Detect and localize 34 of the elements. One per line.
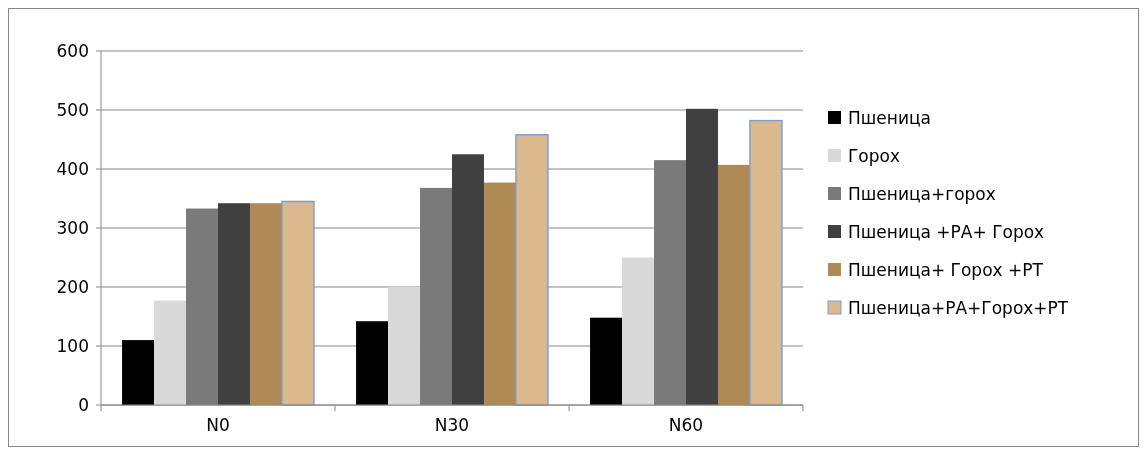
bar bbox=[590, 317, 623, 405]
y-tick-label: 0 bbox=[78, 394, 89, 415]
legend-label: Пшеница+ Горох +РТ bbox=[848, 259, 1044, 280]
bar bbox=[686, 108, 718, 405]
bar bbox=[452, 154, 484, 405]
bar bbox=[749, 119, 783, 406]
y-tick-label: 300 bbox=[56, 217, 89, 238]
legend-label: Пшеница+горох bbox=[848, 183, 996, 204]
bar bbox=[654, 160, 686, 405]
bar bbox=[218, 203, 250, 405]
bar bbox=[483, 182, 516, 405]
bar bbox=[356, 321, 389, 405]
legend-label: Пшеница +РА+ Горох bbox=[848, 221, 1045, 242]
bar bbox=[388, 287, 421, 405]
y-tick-label: 100 bbox=[56, 335, 89, 356]
x-tick-label: N30 bbox=[434, 415, 470, 435]
legend-label: Пшеница bbox=[848, 107, 931, 128]
bar bbox=[122, 340, 155, 405]
bar bbox=[717, 164, 750, 405]
bar bbox=[281, 200, 315, 406]
x-tick-label: N60 bbox=[668, 415, 704, 435]
legend-label: Пшеница+РА+Горох+РТ bbox=[848, 297, 1069, 318]
bar bbox=[515, 134, 549, 406]
y-tick-label: 200 bbox=[56, 276, 89, 297]
bar bbox=[249, 203, 282, 405]
bar bbox=[154, 300, 187, 405]
bar bbox=[186, 208, 218, 405]
y-tick-label: 400 bbox=[56, 158, 89, 179]
y-tick-label: 500 bbox=[56, 99, 89, 120]
y-tick-label: 600 bbox=[56, 40, 89, 61]
x-tick-label: N0 bbox=[206, 415, 230, 435]
bar bbox=[420, 187, 452, 405]
legend-label: Горох bbox=[848, 145, 901, 166]
bar bbox=[622, 257, 655, 405]
